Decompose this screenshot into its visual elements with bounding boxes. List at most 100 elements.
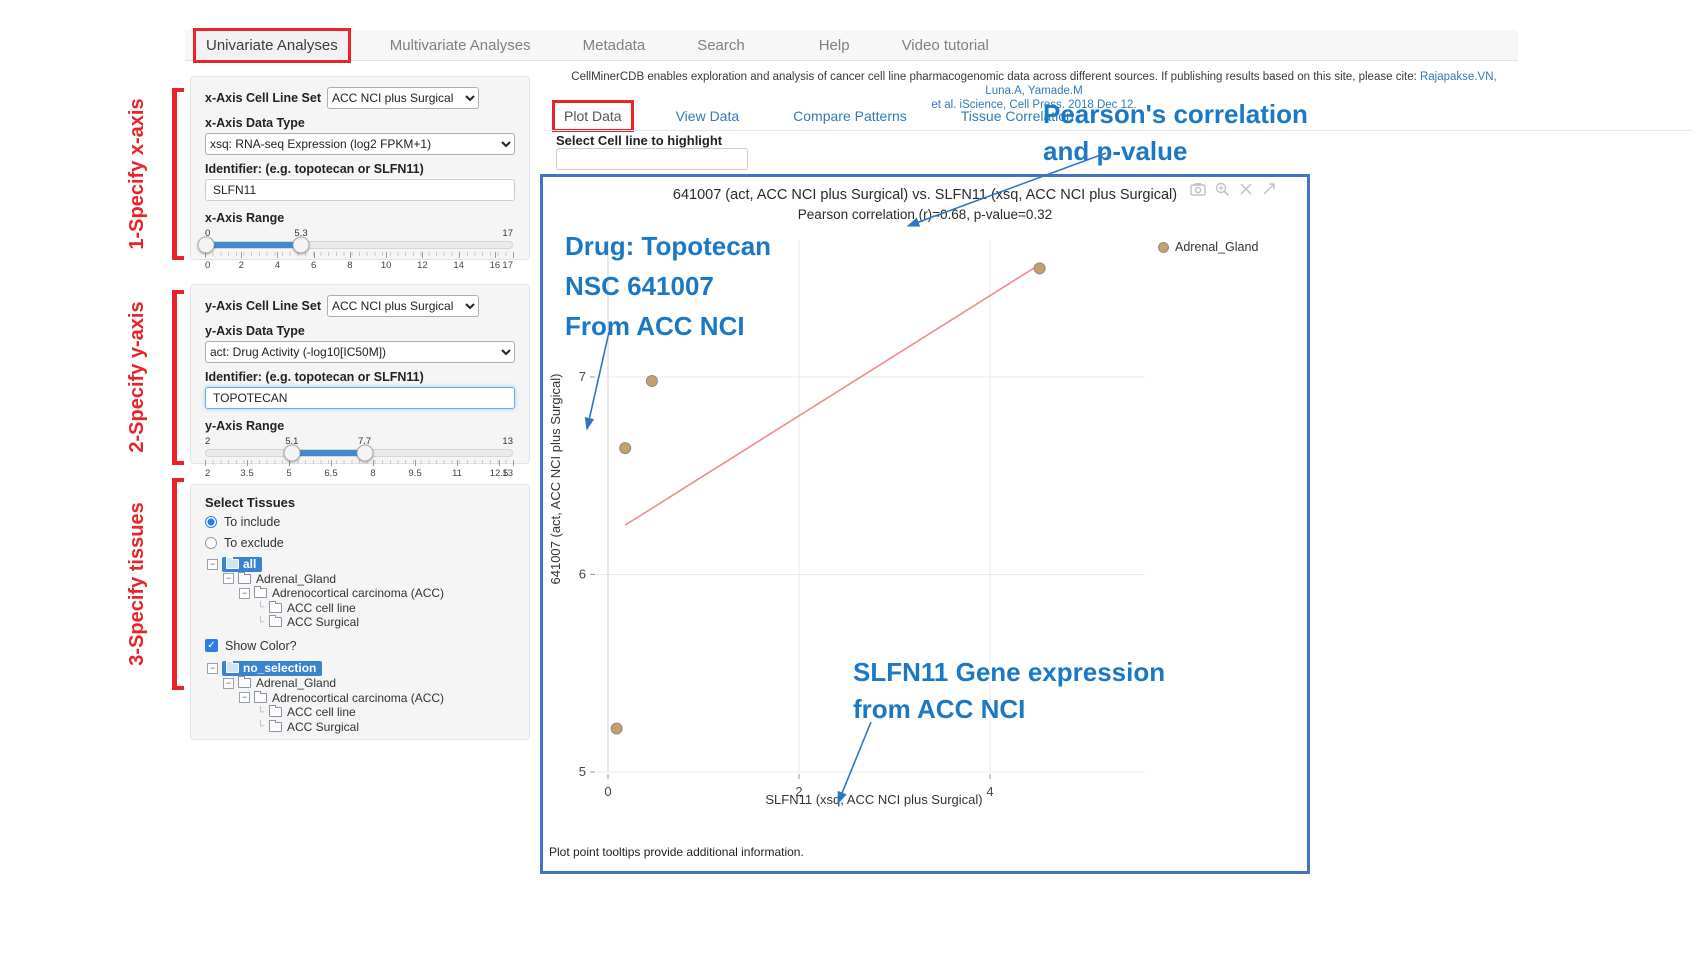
slider-tick-label: 6 <box>311 260 317 271</box>
slider-tick-mark <box>313 252 315 258</box>
tree-node-adrenal-gland[interactable]: − Adrenal_Gland <box>205 676 515 691</box>
x-cell-line-set-select[interactable]: ACC NCI plus Surgical <box>327 87 480 109</box>
x-cell-line-set-label: x-Axis Cell Line Set <box>205 91 322 105</box>
tree-node-label: all <box>243 556 257 571</box>
tree-leaf-connector: └ <box>256 602 265 614</box>
y-range-slider[interactable]: 2 5.1 7.7 13 2 3.5 5 6.5 8 9.5 11 12.5 13 <box>205 436 514 480</box>
slider-handle[interactable] <box>197 236 215 254</box>
annotation-gene-line2: from ACC NCI <box>853 694 1026 724</box>
tree-node-adrenocortical-carcinoma-acc-[interactable]: − Adrenocortical carcinoma (ACC) <box>205 690 515 706</box>
slider-handle[interactable] <box>283 444 301 462</box>
tree-node-adrenocortical-carcinoma-acc-[interactable]: − Adrenocortical carcinoma (ACC) <box>205 586 515 601</box>
tree-expander-icon[interactable]: − <box>239 587 250 599</box>
slider-tick-mark <box>415 460 416 466</box>
nav-item-video-tutorial[interactable]: Video tutorial <box>901 36 989 54</box>
step3-bracket <box>172 478 184 690</box>
tree-node-acc-cell-line[interactable]: └ ACC cell line <box>205 705 515 720</box>
annotation-drug-line1: Drug: Topotecan <box>565 231 772 261</box>
step2-bracket <box>172 290 184 465</box>
legend-item-adrenal-gland[interactable]: Adrenal_Gland <box>1158 240 1258 254</box>
x-identifier-input[interactable] <box>205 179 515 201</box>
slider-tick-label: 8 <box>347 260 353 271</box>
y-cell-line-set-label: y-Axis Cell Line Set <box>205 299 322 313</box>
scatter-point[interactable] <box>1033 262 1046 275</box>
tab-plot-data[interactable]: Plot Data <box>552 100 634 132</box>
tree-leaf-connector: └ <box>256 721 265 733</box>
show-color-row[interactable]: ✓ Show Color? <box>205 637 515 655</box>
tab-tissue-correlation[interactable]: Tissue Correlation <box>960 108 1074 124</box>
folder-icon <box>269 719 282 732</box>
slider-track[interactable] <box>197 236 513 254</box>
show-color-label: Show Color? <box>225 638 297 653</box>
y-cell-line-set-select[interactable]: ACC NCI plus Surgical <box>327 295 480 317</box>
folder-icon <box>238 676 251 689</box>
tabs-divider <box>545 130 1693 131</box>
radio-to-exclude[interactable]: To exclude <box>205 534 515 552</box>
zoom-in-icon[interactable] <box>1215 182 1230 197</box>
slider-tick-label: 12.5 <box>489 468 509 479</box>
x-range-slider[interactable]: 0 5.3 17 0 2 4 6 8 10 12 14 16 17 <box>197 228 514 272</box>
x-axis-title: SLFN11 (xsq, ACC NCI plus Surgical) <box>765 792 983 807</box>
tab-view-data[interactable]: View Data <box>675 108 740 124</box>
tree-expander-icon[interactable]: − <box>207 558 218 570</box>
legend-label: Adrenal_Gland <box>1175 240 1259 254</box>
step3-label: 3-Specify tissues <box>126 502 148 666</box>
close-icon[interactable] <box>1239 182 1253 196</box>
tab-compare-patterns[interactable]: Compare Patterns <box>793 108 907 124</box>
y-data-type-select[interactable]: act: Drug Activity (-log10[IC50M]) <box>205 341 515 363</box>
nav-item-search[interactable]: Search <box>697 36 745 54</box>
tissue-tree-include: − all − Adrenal_Gland − Adrenocortical carcin… <box>205 556 515 630</box>
tree-node-acc-surgical[interactable]: └ ACC Surgical <box>205 719 515 735</box>
tree-node-adrenal-gland[interactable]: − Adrenal_Gland <box>205 571 515 587</box>
citation-journal-link[interactable]: et al. iScience, Cell Press. 2018 Dec 12… <box>931 99 1137 111</box>
nav-item-univariate-analyses[interactable]: Univariate Analyses <box>193 27 351 63</box>
tree-expander-icon[interactable]: − <box>223 677 234 689</box>
y-tick-label: 7 <box>579 369 586 384</box>
slider-handle[interactable] <box>356 444 374 462</box>
x-data-type-select[interactable]: xsq: RNA-seq Expression (log2 FPKM+1) <box>205 133 515 155</box>
slider-ruler: 0 2 4 6 8 10 12 14 16 17 <box>205 252 514 272</box>
citation-authors-link[interactable]: Rajapakse.VN, Luna.A, Yamade.M <box>985 71 1497 97</box>
radio-include-control[interactable] <box>205 516 217 528</box>
camera-icon[interactable] <box>1190 182 1206 196</box>
radio-to-include[interactable]: To include <box>205 513 515 531</box>
tree-node-all[interactable]: − all <box>205 556 515 572</box>
tree-expander-icon[interactable]: − <box>239 692 250 704</box>
tree-selected-root[interactable]: all <box>222 556 263 572</box>
tree-node-acc-surgical[interactable]: └ ACC Surgical <box>205 615 515 630</box>
radio-include-label: To include <box>224 515 281 529</box>
y-identifier-input[interactable] <box>205 387 515 409</box>
show-color-checkbox[interactable]: ✓ <box>205 639 218 652</box>
slider-tick-mark <box>422 252 424 258</box>
nav-item-multivariate-analyses[interactable]: Multivariate Analyses <box>389 36 531 54</box>
autoscale-arrow-icon[interactable] <box>1262 182 1277 196</box>
radio-exclude-label: To exclude <box>224 536 284 550</box>
tree-node-no-selection[interactable]: − no_selection <box>205 661 515 677</box>
tree-leaf-connector: └ <box>256 706 265 718</box>
folder-icon <box>226 661 239 674</box>
scatter-point[interactable] <box>619 442 632 455</box>
slider-tick-label: 10 <box>380 260 392 271</box>
folder-icon <box>269 600 282 613</box>
tree-selected-root[interactable]: no_selection <box>222 661 323 677</box>
slider-handle[interactable] <box>292 236 310 254</box>
slider-tick-label: 3.5 <box>240 468 254 479</box>
slider-track[interactable] <box>205 444 513 462</box>
scatter-point[interactable] <box>645 374 658 387</box>
slider-tick-mark <box>205 252 206 258</box>
highlight-input[interactable] <box>556 148 748 170</box>
tree-expander-icon[interactable]: − <box>207 663 218 675</box>
slider-tick-mark <box>513 252 514 258</box>
tree-expander-icon[interactable]: − <box>223 573 234 585</box>
nav-item-metadata[interactable]: Metadata <box>582 36 646 54</box>
scatter-point[interactable] <box>610 722 623 735</box>
slider-tick-label: 8 <box>370 468 376 479</box>
slider-max-label: 17 <box>502 228 513 239</box>
radio-exclude-control[interactable] <box>205 537 217 549</box>
tree-node-acc-cell-line[interactable]: └ ACC cell line <box>205 600 515 616</box>
tree-node-label: Adrenal_Gland <box>256 676 337 691</box>
tissues-panel: Select Tissues To include To exclude − al… <box>190 484 530 740</box>
nav-item-help[interactable]: Help <box>818 36 850 54</box>
select-tissues-heading: Select Tissues <box>205 495 296 510</box>
